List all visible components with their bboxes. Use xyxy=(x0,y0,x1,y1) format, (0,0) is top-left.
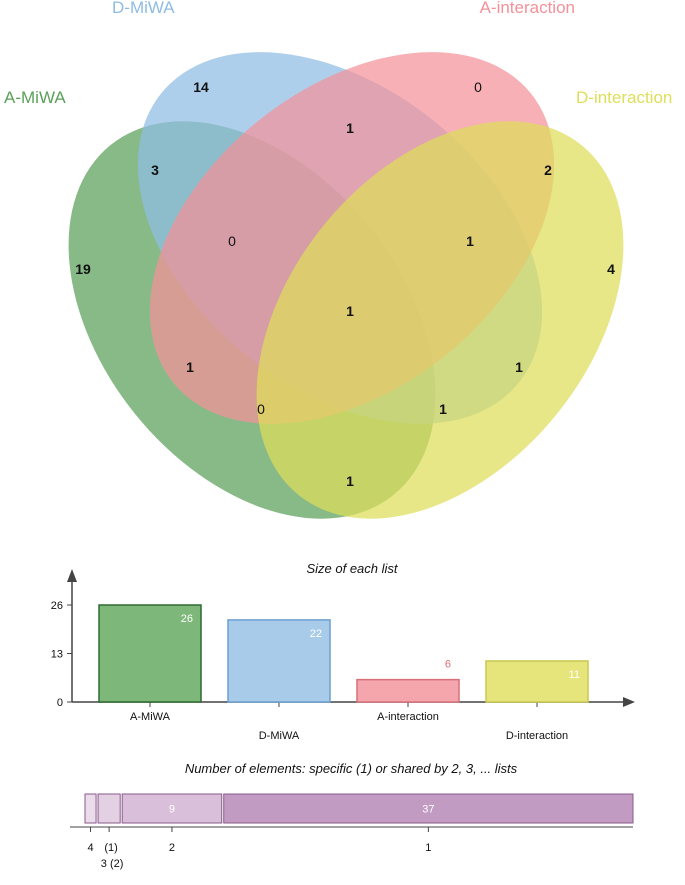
x-axis-arrow xyxy=(623,697,635,707)
list-size-bar-chart: Size of each list 0 13 26 A-MiWA D-MiWA A-int… xyxy=(51,561,635,742)
shared-tick-label: (1) xyxy=(104,842,117,854)
y-tick-label: 13 xyxy=(51,649,63,661)
x-tick-label: D-interaction xyxy=(506,730,568,742)
venn-region-a-interaction: 0 xyxy=(474,79,482,95)
venn-region-d-miwa: 14 xyxy=(193,79,209,95)
shared-tick-label: 4 xyxy=(87,842,93,854)
venn-region-a-miwa-and-d-miwa-and-a-interaction-and-d-interaction: 1 xyxy=(346,303,354,319)
venn-region-a-miwa-and-d-miwa: 3 xyxy=(151,162,159,178)
segment-shared-by-2 xyxy=(121,793,223,824)
venn-region-d-interaction: 4 xyxy=(607,261,615,277)
venn-region-d-miwa-and-a-interaction-and-d-interaction: 1 xyxy=(466,233,474,249)
venn-region-a-miwa: 19 xyxy=(75,261,91,277)
shared-chart-title: Number of elements: specific (1) or shar… xyxy=(185,761,518,776)
venn-ellipses xyxy=(68,52,624,519)
venn-region-a-miwa-and-d-miwa-and-a-interaction: 0 xyxy=(228,233,236,249)
venn-region-a-interaction-and-d-interaction: 2 xyxy=(544,162,552,178)
segment-value-label: 37 xyxy=(422,804,434,816)
segment-value-label: 9 xyxy=(169,804,175,816)
venn-region-labels: 14 0 1 3 2 0 1 19 4 1 1 1 0 1 1 xyxy=(75,79,615,489)
shared-tick-label: 2 xyxy=(169,842,175,854)
venn-set-label-a-miwa: A-MiWA xyxy=(4,88,66,107)
y-tick-label: 0 xyxy=(57,697,63,709)
shared-tick-label: 1 xyxy=(425,842,431,854)
venn-region-a-miwa-and-d-interaction: 1 xyxy=(346,473,354,489)
bar-d-miwa xyxy=(227,619,331,703)
segment-shared-by-3 xyxy=(97,793,121,824)
venn-set-label-d-interaction: D-interaction xyxy=(576,88,672,107)
bar-chart-title: Size of each list xyxy=(306,561,398,576)
venn-set-labels: A-MiWA D-MiWA A-interaction D-interaction xyxy=(4,0,672,107)
bar-a-miwa xyxy=(98,604,202,703)
y-tick-label: 26 xyxy=(51,600,63,612)
venn-set-label-a-interaction: A-interaction xyxy=(480,0,575,17)
segment-shared-by-4 xyxy=(84,793,97,824)
venn-region-a-miwa-and-d-miwa-and-d-interaction: 1 xyxy=(439,401,447,417)
venn-region-a-miwa-and-a-interaction-and-d-interaction: 0 xyxy=(257,401,265,417)
bar-value-label: 26 xyxy=(181,613,193,625)
x-tick-label: D-MiWA xyxy=(259,730,300,742)
venn-set-label-d-miwa: D-MiWA xyxy=(112,0,175,17)
bar-value-label: 6 xyxy=(445,659,451,671)
shared-elements-chart: Number of elements: specific (1) or shar… xyxy=(70,761,634,870)
shared-chart-segments: 9 37 4 (1) 3 (2) 2 1 xyxy=(70,793,634,870)
bar-chart-bars: 26 22 6 11 xyxy=(98,604,589,703)
bar-d-interaction xyxy=(485,660,589,703)
bar-value-label: 11 xyxy=(569,669,580,681)
segment-shared-by-1 xyxy=(223,793,634,824)
x-tick-label: A-MiWA xyxy=(130,711,171,723)
bar-a-interaction xyxy=(356,678,460,703)
venn-region-a-miwa-and-a-interaction: 1 xyxy=(186,359,194,375)
venn-region-d-miwa-and-a-interaction: 1 xyxy=(346,120,354,136)
bar-value-label: 22 xyxy=(310,628,322,640)
venn-region-d-miwa-and-d-interaction: 1 xyxy=(515,359,523,375)
venn-diagram: A-MiWA D-MiWA A-interaction D-interaction 1… xyxy=(4,0,672,519)
shared-tick-label: 3 (2) xyxy=(101,858,124,870)
venn-set-d-interaction xyxy=(256,121,624,519)
y-axis-arrow xyxy=(67,569,77,582)
x-tick-label: A-interaction xyxy=(377,711,439,723)
